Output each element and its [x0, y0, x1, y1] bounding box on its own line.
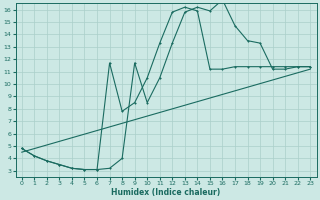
X-axis label: Humidex (Indice chaleur): Humidex (Indice chaleur) [111, 188, 221, 197]
